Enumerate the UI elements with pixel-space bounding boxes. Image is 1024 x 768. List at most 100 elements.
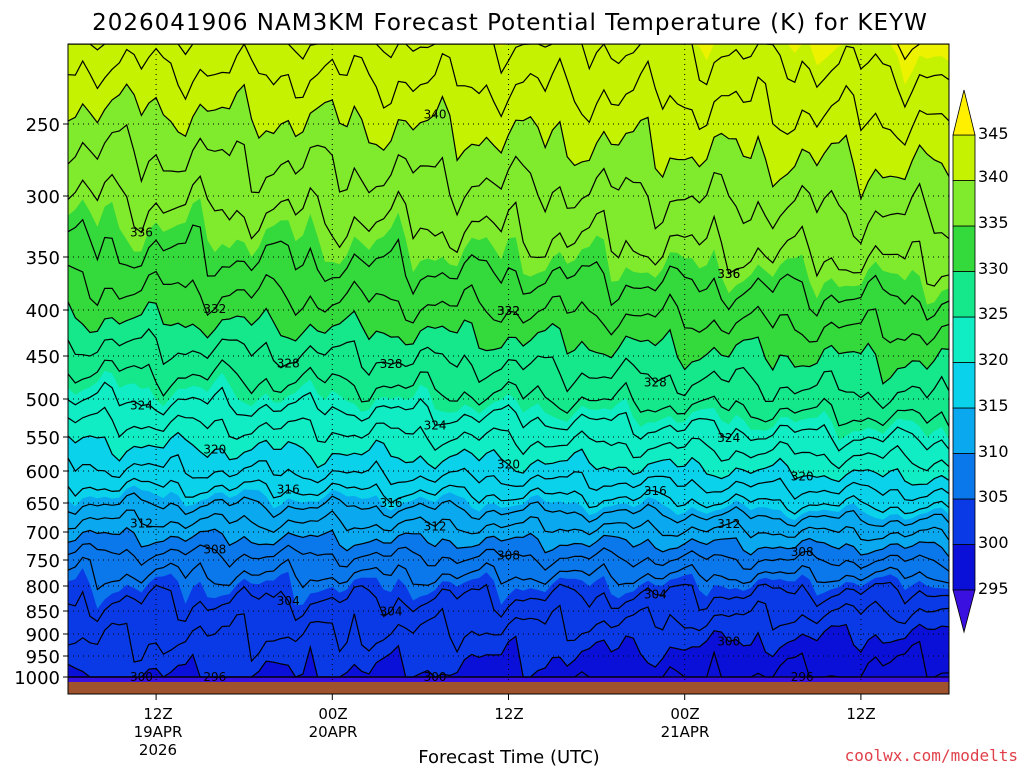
contour-label: 312 [717,517,740,531]
x-tick-label: 12Z [846,705,875,723]
y-tick-label: 750 [26,551,60,572]
y-tick-label: 950 [26,647,60,668]
x-tick-label: 00Z [318,705,347,723]
site-credit: coolwx.com/modelts [845,746,1018,765]
ground-strip [68,682,949,694]
contour-label: 336 [717,267,740,281]
contour-label: 332 [497,304,520,318]
contour-label: 304 [380,605,403,619]
contour-label: 332 [497,304,520,318]
contour-label: 296 [791,670,814,684]
contour-label: 308 [791,545,814,559]
y-tick-label: 300 [26,187,60,208]
y-tick-label: 650 [26,494,60,515]
colorbar-label: 345 [978,124,1009,143]
y-tick-label: 900 [26,625,60,646]
contour-label: 308 [497,548,520,562]
colorbar-label: 325 [978,304,1009,323]
contour-label: 336 [130,226,153,240]
contour-label: 316 [277,483,300,497]
y-tick-label: 550 [26,428,60,449]
colorbar-label: 295 [978,579,1009,598]
contour-line [68,406,949,472]
x-tick-label: 2026 [139,741,177,759]
colorbar-label: 340 [978,167,1009,186]
plot-area [68,44,949,682]
colorbar-high-arrow [952,89,976,136]
colorbar-label: 320 [978,350,1009,369]
contour-label: 328 [644,375,667,389]
y-tick-label: 400 [26,301,60,322]
contour-line [68,556,949,591]
y-tick-label: 500 [26,390,60,411]
x-axis-title: Forecast Time (UTC) [418,747,599,768]
contour-line [68,44,949,147]
x-axis: 12Z 19APR 2026 00Z 20APR 12Z 00Z 21APR 1… [134,694,876,759]
contour-line [68,454,949,502]
contour-label: 340 [424,107,447,121]
colorbar-swatch [952,180,976,227]
contour-line [68,509,949,542]
y-tick-label: 800 [26,577,60,598]
contour-line [68,526,949,558]
contour-label: 296 [203,670,226,684]
colorbar-swatch [952,453,976,500]
contour-label: 300 [424,670,447,684]
contour-line [68,492,949,528]
contour-line [68,623,949,678]
colorbar-label: 310 [978,442,1009,461]
contour-label: 324 [717,431,740,445]
contour-label: 300 [130,670,153,684]
contour-line [68,328,949,410]
contour-label: 320 [497,457,520,471]
colorbar-low-arrow [952,589,976,634]
x-tick-marks [155,694,862,700]
contour-label: 316 [644,484,667,498]
contour-line [68,218,949,321]
y-axis: 250 300 350 400 450 500 550 600 650 700 … [14,115,68,689]
x-tick-label: 12Z [143,705,172,723]
contour-lines [68,44,949,678]
colorbar-swatch [952,225,976,272]
contour-line [68,44,949,109]
contour-line [68,431,949,486]
colorbar-swatches [952,89,976,634]
x-tick-label: 20APR [309,723,358,741]
contour-line [68,123,949,245]
y-tick-label: 850 [26,602,60,623]
fill-band [68,44,949,199]
contour-label: 332 [203,302,226,316]
colorbar: 295 300 305 310 315 320 325 330 335 340 … [952,89,1009,634]
y-tick-label: 600 [26,462,60,483]
colorbar-swatch [952,316,976,363]
colorbar-swatch [952,271,976,318]
y-tick-marks [63,123,68,678]
contour-label: 300 [717,635,740,649]
contour-label: 304 [644,588,667,602]
contour-line [68,173,949,287]
colorbar-swatch [952,544,976,591]
contour-line [68,301,949,385]
contour-line [68,381,949,452]
contour-line [68,83,949,201]
contour-line [68,359,949,427]
y-tick-label: 350 [26,248,60,269]
contour-label: 308 [203,543,226,557]
contour-label: 316 [380,496,403,510]
colorbar-label: 305 [978,487,1009,506]
contour-label: 336 [717,267,740,281]
contour-label: 312 [424,519,447,533]
y-tick-label: 250 [26,115,60,136]
x-tick-label: 00Z [670,705,699,723]
colorbar-label: 300 [978,533,1009,552]
filled-contours [68,44,949,682]
contour-label: 320 [791,469,814,483]
contour-line [68,600,949,663]
contour-label: 320 [203,442,226,456]
y-tick-label: 450 [26,347,60,368]
contour-label: 328 [277,357,300,371]
colorbar-swatch [952,362,976,409]
contour-line [68,264,949,346]
colorbar-swatch [952,407,976,454]
contour-label: 328 [380,357,403,371]
